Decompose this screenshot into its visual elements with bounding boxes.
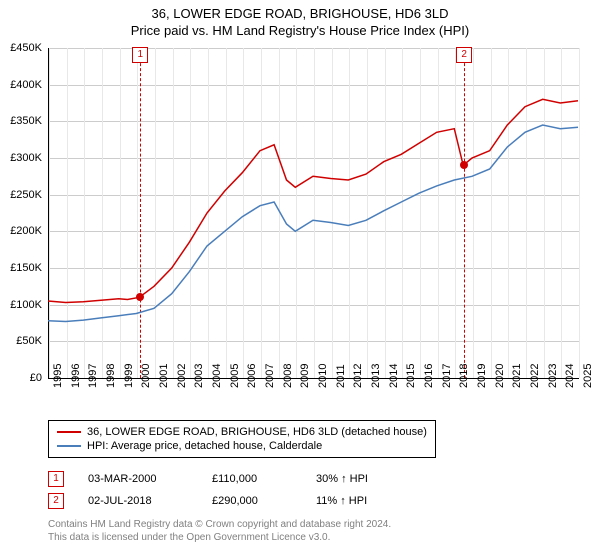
xtick-label: 2015 — [405, 364, 417, 388]
title-address: 36, LOWER EDGE ROAD, BRIGHOUSE, HD6 3LD — [0, 6, 600, 21]
ytick-label: £400K — [10, 79, 42, 91]
series-line — [48, 99, 578, 302]
xtick-label: 2021 — [511, 364, 523, 388]
xtick-label: 2005 — [229, 364, 241, 388]
event-marker: 1 — [48, 471, 64, 487]
ytick-label: £200K — [10, 225, 42, 237]
xtick-label: 2018 — [458, 364, 470, 388]
sale-events: 1 03-MAR-2000 £110,000 30% ↑ HPI 2 02-JUL-201… — [48, 468, 406, 512]
line-series-svg — [48, 48, 578, 378]
event-pct: 30% ↑ HPI — [316, 473, 406, 485]
ytick-label: £300K — [10, 152, 42, 164]
ytick-label: £450K — [10, 42, 42, 54]
xtick-label: 2003 — [193, 364, 205, 388]
event-row: 1 03-MAR-2000 £110,000 30% ↑ HPI — [48, 468, 406, 490]
chart-container: 36, LOWER EDGE ROAD, BRIGHOUSE, HD6 3LD … — [0, 0, 600, 560]
title-subtitle: Price paid vs. HM Land Registry's House … — [0, 23, 600, 38]
event-date: 02-JUL-2018 — [88, 495, 188, 507]
title-block: 36, LOWER EDGE ROAD, BRIGHOUSE, HD6 3LD … — [0, 0, 600, 38]
xtick-label: 1997 — [87, 364, 99, 388]
event-row: 2 02-JUL-2018 £290,000 11% ↑ HPI — [48, 490, 406, 512]
ytick-label: £50K — [16, 335, 42, 347]
gridline-x — [579, 48, 580, 378]
footnote-line2: This data is licensed under the Open Gov… — [48, 531, 391, 544]
xtick-label: 2019 — [476, 364, 488, 388]
legend-label: HPI: Average price, detached house, Cald… — [87, 440, 322, 452]
xtick-label: 2022 — [529, 364, 541, 388]
xtick-label: 2020 — [494, 364, 506, 388]
chart-area: 12 £0£50K£100K£150K£200K£250K£300K£350K£… — [48, 48, 578, 378]
event-date: 03-MAR-2000 — [88, 473, 188, 485]
legend-swatch — [57, 431, 81, 433]
legend-label: 36, LOWER EDGE ROAD, BRIGHOUSE, HD6 3LD … — [87, 426, 427, 438]
event-pct: 11% ↑ HPI — [316, 495, 406, 507]
xtick-label: 2023 — [547, 364, 559, 388]
ytick-label: £350K — [10, 115, 42, 127]
xtick-label: 1995 — [52, 364, 64, 388]
xtick-label: 2006 — [246, 364, 258, 388]
event-price: £290,000 — [212, 495, 292, 507]
xtick-label: 2000 — [140, 364, 152, 388]
xtick-label: 2011 — [335, 364, 347, 388]
xtick-label: 1998 — [105, 364, 117, 388]
legend-row: HPI: Average price, detached house, Cald… — [57, 439, 427, 453]
ytick-label: £150K — [10, 262, 42, 274]
xtick-label: 1996 — [70, 364, 82, 388]
ytick-label: £250K — [10, 189, 42, 201]
xtick-label: 2024 — [564, 364, 576, 388]
xtick-label: 2008 — [282, 364, 294, 388]
legend-swatch — [57, 445, 81, 447]
xtick-label: 2025 — [582, 364, 594, 388]
xtick-label: 2012 — [352, 364, 364, 388]
event-marker: 2 — [48, 493, 64, 509]
legend: 36, LOWER EDGE ROAD, BRIGHOUSE, HD6 3LD … — [48, 420, 436, 458]
xtick-label: 2007 — [264, 364, 276, 388]
xtick-label: 2017 — [441, 364, 453, 388]
footnote: Contains HM Land Registry data © Crown c… — [48, 518, 391, 544]
xtick-label: 2014 — [388, 364, 400, 388]
xtick-label: 2004 — [211, 364, 223, 388]
ytick-label: £0 — [30, 372, 42, 384]
xtick-label: 2016 — [423, 364, 435, 388]
series-line — [48, 125, 578, 322]
footnote-line1: Contains HM Land Registry data © Crown c… — [48, 518, 391, 531]
ytick-label: £100K — [10, 299, 42, 311]
xtick-label: 1999 — [123, 364, 135, 388]
legend-row: 36, LOWER EDGE ROAD, BRIGHOUSE, HD6 3LD … — [57, 425, 427, 439]
event-price: £110,000 — [212, 473, 292, 485]
xtick-label: 2013 — [370, 364, 382, 388]
xtick-label: 2001 — [158, 364, 170, 388]
xtick-label: 2010 — [317, 364, 329, 388]
xtick-label: 2009 — [299, 364, 311, 388]
xtick-label: 2002 — [176, 364, 188, 388]
